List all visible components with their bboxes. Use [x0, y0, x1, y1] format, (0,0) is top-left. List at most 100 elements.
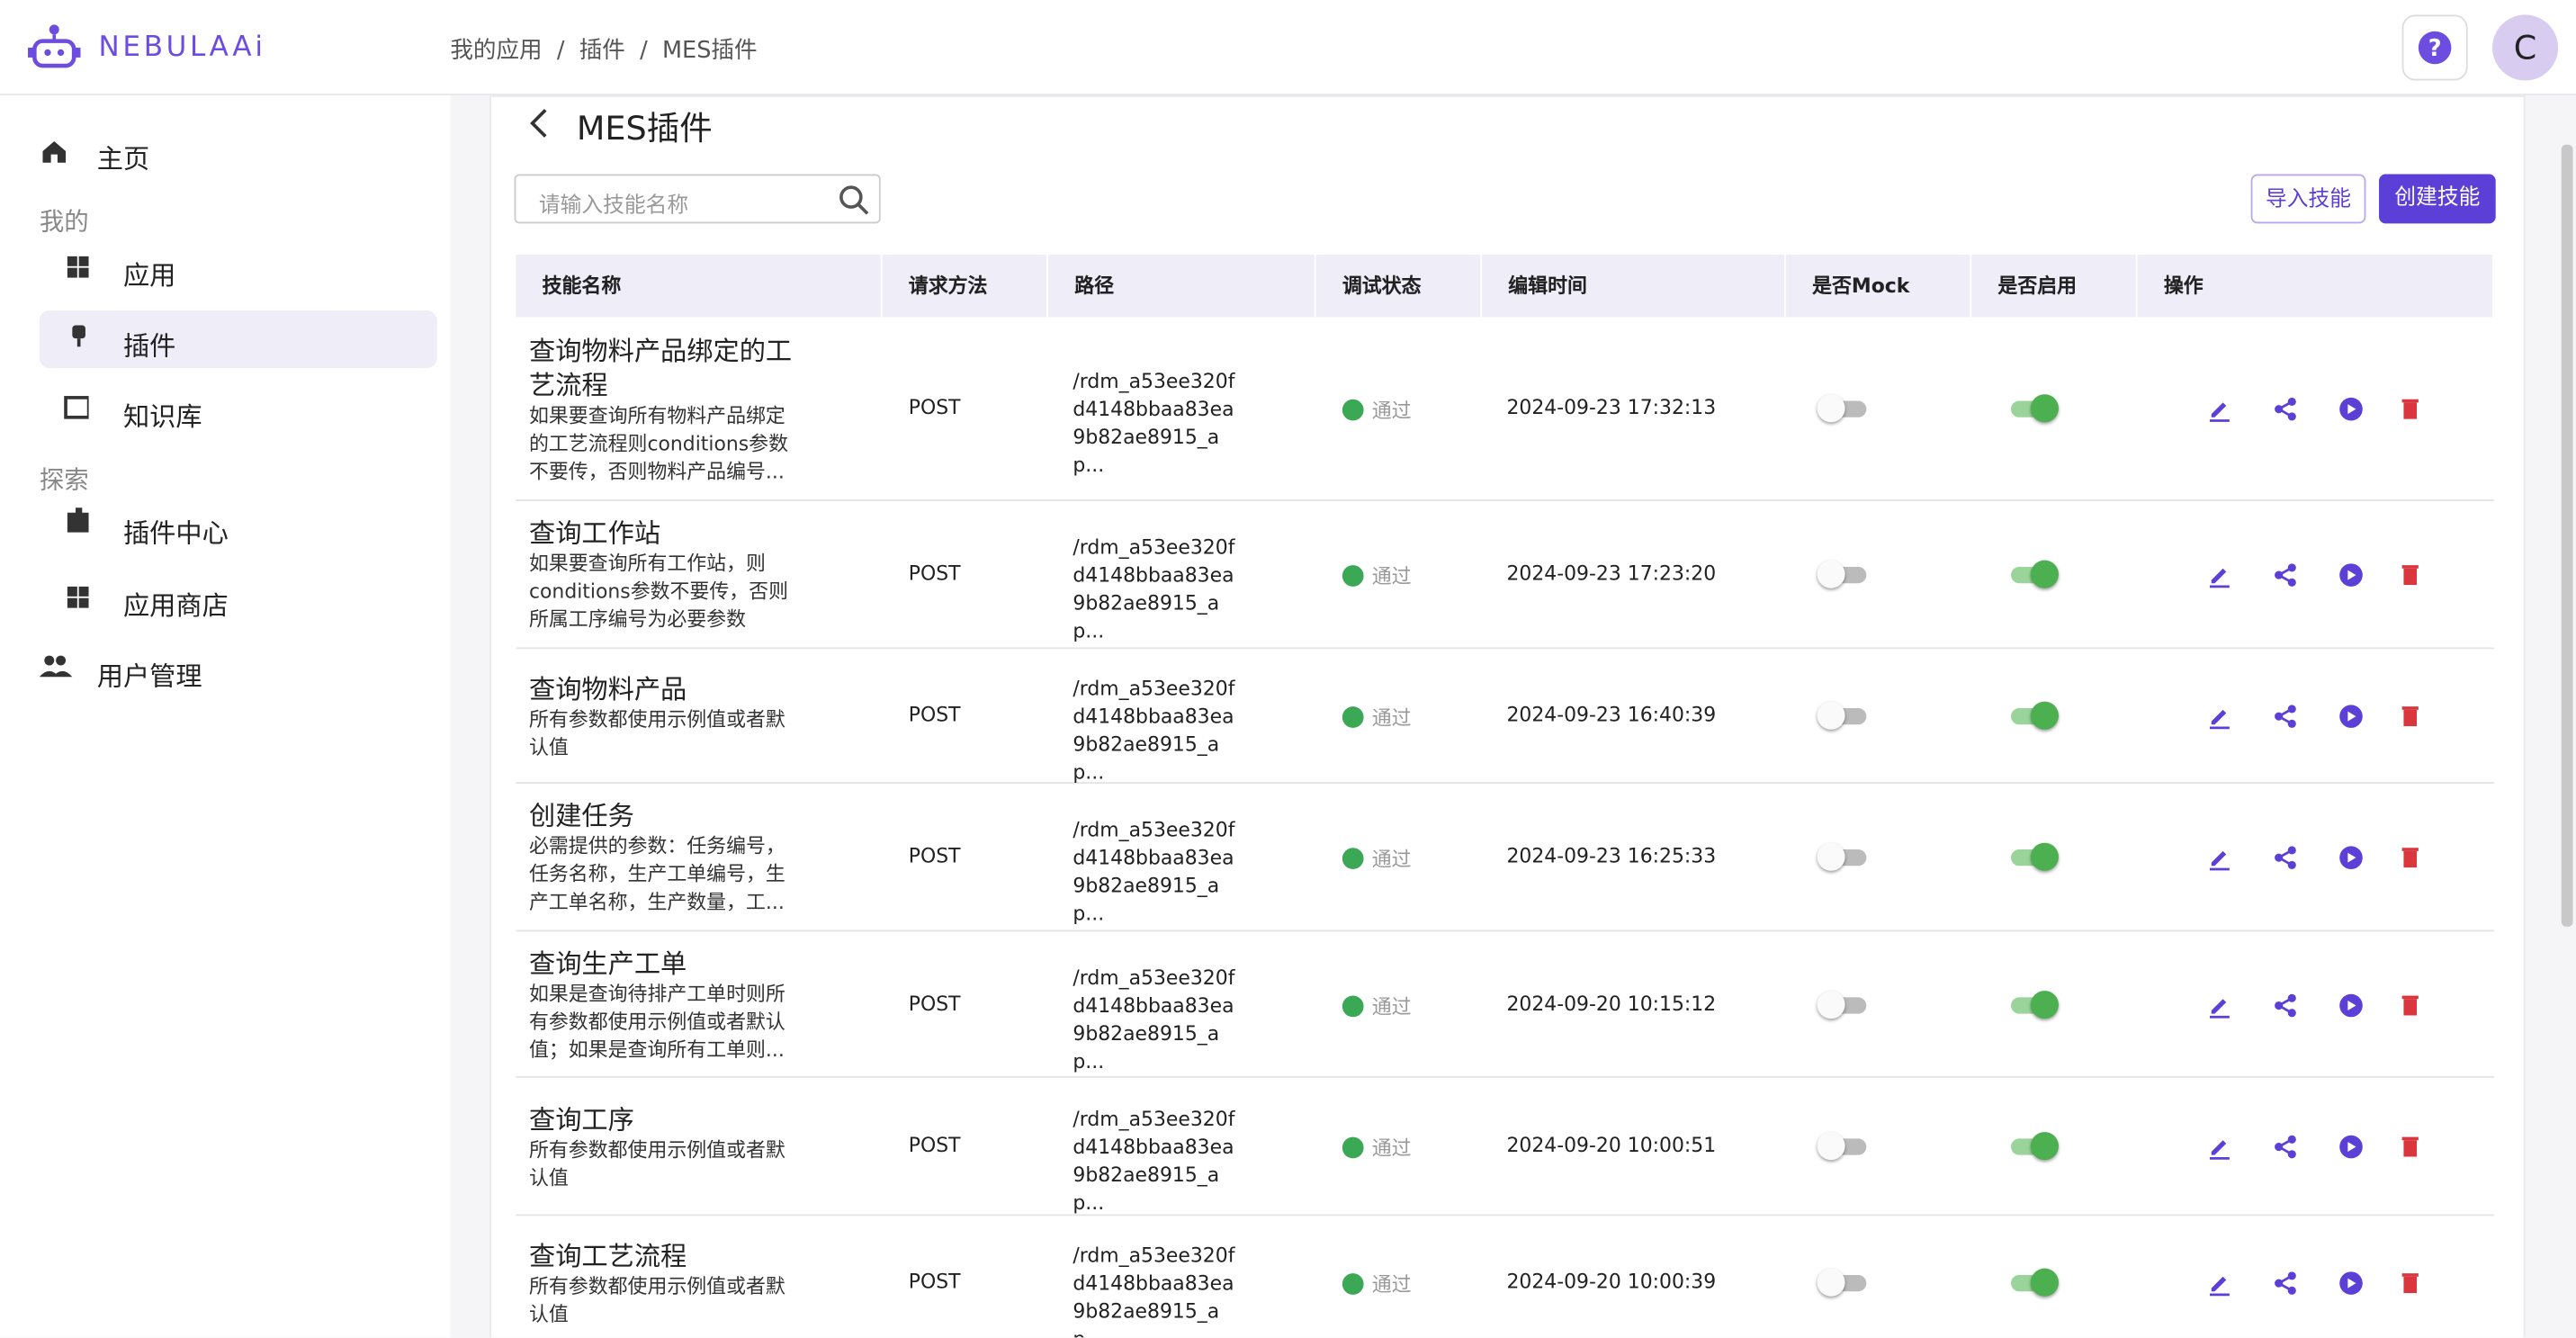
- mock-toggle[interactable]: [1817, 988, 1870, 1021]
- avatar[interactable]: C: [2492, 14, 2559, 81]
- logo-icon: [28, 24, 81, 68]
- skill-name: 查询物料产品绑定的工艺流程: [528, 334, 793, 400]
- edit-action[interactable]: [2206, 396, 2232, 422]
- path: /rdm_a53ee320fd4148bbaa83ea9b82ae8915_ap…: [1073, 1244, 1235, 1337]
- run-action[interactable]: [2338, 992, 2364, 1018]
- path: /rdm_a53ee320fd4148bbaa83ea9b82ae8915_ap…: [1073, 965, 1235, 1073]
- enabled-toggle[interactable]: [2007, 1130, 2060, 1163]
- method: POST: [908, 703, 961, 727]
- skill-name: 查询生产工单: [528, 947, 687, 979]
- share-action[interactable]: [2272, 992, 2298, 1018]
- status-text: 通过: [1371, 1136, 1412, 1161]
- mock-toggle[interactable]: [1817, 700, 1870, 733]
- edit-time: 2024-09-23 16:25:33: [1506, 844, 1717, 868]
- crumb[interactable]: 我的应用: [450, 37, 543, 65]
- skill-cell: 查询工作站 如果要查询所有工作站，则conditions参数不要传，否则所属工序编…: [529, 501, 792, 649]
- edit-action[interactable]: [2206, 1270, 2232, 1297]
- path: /rdm_a53ee320fd4148bbaa83ea9b82ae8915_ap…: [1073, 818, 1235, 926]
- mock-toggle[interactable]: [1817, 559, 1870, 592]
- status: 通过: [1342, 1270, 1412, 1298]
- toggle-thumb: [2030, 394, 2059, 423]
- delete-action[interactable]: [2397, 845, 2423, 871]
- method: POST: [908, 991, 961, 1015]
- enabled-toggle[interactable]: [2007, 392, 2060, 426]
- status-icon: [1342, 565, 1364, 587]
- status-icon: [1342, 706, 1364, 728]
- share-action[interactable]: [2272, 1134, 2298, 1160]
- nav-apps[interactable]: 应用: [122, 259, 176, 292]
- crumb[interactable]: 插件: [579, 37, 625, 65]
- status: 通过: [1342, 704, 1412, 732]
- create-button[interactable]: 创建技能: [2379, 174, 2496, 224]
- run-action[interactable]: [2338, 1270, 2364, 1296]
- skill-desc: 所有参数都使用示例值或者默认值: [528, 1137, 785, 1190]
- header: NEBULAAi 我的应用 / 插件 / MES插件 ? C: [0, 0, 2576, 95]
- run-action[interactable]: [2338, 561, 2364, 588]
- status-text: 通过: [1371, 399, 1412, 423]
- row-divider: [516, 647, 2494, 650]
- run-action[interactable]: [2338, 704, 2364, 730]
- mock-toggle[interactable]: [1817, 1130, 1870, 1163]
- status-icon: [1342, 848, 1364, 869]
- nav-active-bg: [39, 310, 437, 369]
- edit-action[interactable]: [2206, 992, 2232, 1018]
- delete-action[interactable]: [2397, 1134, 2423, 1160]
- column-header: 是否启用: [1971, 255, 2136, 318]
- toggle-thumb: [2030, 842, 2059, 871]
- enabled-toggle[interactable]: [2007, 1267, 2060, 1300]
- column-header: 编辑时间: [1482, 255, 1785, 318]
- enabled-toggle[interactable]: [2007, 559, 2060, 592]
- toggle-thumb: [2030, 990, 2059, 1019]
- delete-action[interactable]: [2397, 992, 2423, 1018]
- edit-action[interactable]: [2206, 1134, 2232, 1160]
- edit-action[interactable]: [2206, 561, 2232, 588]
- share-action[interactable]: [2272, 704, 2298, 730]
- nav-knowledge[interactable]: 知识库: [122, 400, 202, 433]
- edit-time: 2024-09-20 10:00:39: [1506, 1270, 1717, 1294]
- edit-action[interactable]: [2206, 704, 2232, 730]
- toggle-thumb: [1817, 1132, 1845, 1161]
- status-text: 通过: [1371, 994, 1412, 1019]
- row-divider: [516, 782, 2494, 785]
- enabled-toggle[interactable]: [2007, 988, 2060, 1021]
- mock-toggle[interactable]: [1817, 1267, 1870, 1300]
- help-icon: ?: [2418, 31, 2452, 65]
- mock-toggle[interactable]: [1817, 841, 1870, 875]
- help-button[interactable]: ?: [2401, 14, 2468, 81]
- status-icon: [1342, 1273, 1364, 1295]
- enabled-toggle[interactable]: [2007, 841, 2060, 875]
- nav-plugins[interactable]: 插件: [122, 330, 176, 362]
- toggle-thumb: [1817, 1268, 1845, 1297]
- mock-toggle[interactable]: [1817, 392, 1870, 426]
- run-action[interactable]: [2338, 396, 2364, 422]
- skill-cell: 查询物料产品绑定的工艺流程 如果要查询所有物料产品绑定的工艺流程则conditio…: [529, 317, 792, 501]
- share-action[interactable]: [2272, 396, 2298, 422]
- share-action[interactable]: [2272, 561, 2298, 588]
- delete-action[interactable]: [2397, 396, 2423, 422]
- share-action[interactable]: [2272, 845, 2298, 871]
- row-divider: [516, 499, 2494, 501]
- import-button[interactable]: 导入技能: [2250, 174, 2366, 224]
- edit-time: 2024-09-20 10:00:51: [1506, 1133, 1717, 1157]
- sidebar: 主页 我的 应用 插件 知识库 探索 插件中心 应用商店 用户管理: [0, 94, 451, 1338]
- enabled-toggle[interactable]: [2007, 700, 2060, 733]
- edit-action[interactable]: [2206, 845, 2232, 871]
- run-action[interactable]: [2338, 845, 2364, 871]
- nav-home[interactable]: 主页: [96, 142, 150, 175]
- run-action[interactable]: [2338, 1134, 2364, 1160]
- nav-app-store[interactable]: 应用商店: [122, 589, 229, 622]
- toggle-thumb: [1817, 560, 1845, 588]
- method: POST: [908, 561, 961, 586]
- share-action[interactable]: [2272, 1270, 2298, 1296]
- skill-cell: 查询物料产品 所有参数都使用示例值或者默认值: [529, 649, 792, 784]
- nav-users[interactable]: 用户管理: [96, 660, 202, 692]
- delete-action[interactable]: [2397, 561, 2423, 588]
- delete-action[interactable]: [2397, 704, 2423, 730]
- delete-action[interactable]: [2397, 1270, 2423, 1296]
- status-icon: [1342, 1136, 1364, 1159]
- skill-name: 查询物料产品: [528, 672, 687, 705]
- nav-plugin-center[interactable]: 插件中心: [122, 517, 229, 549]
- search-input[interactable]: 请输入技能名称: [514, 174, 881, 224]
- method: POST: [908, 396, 961, 419]
- back-button[interactable]: [525, 105, 552, 141]
